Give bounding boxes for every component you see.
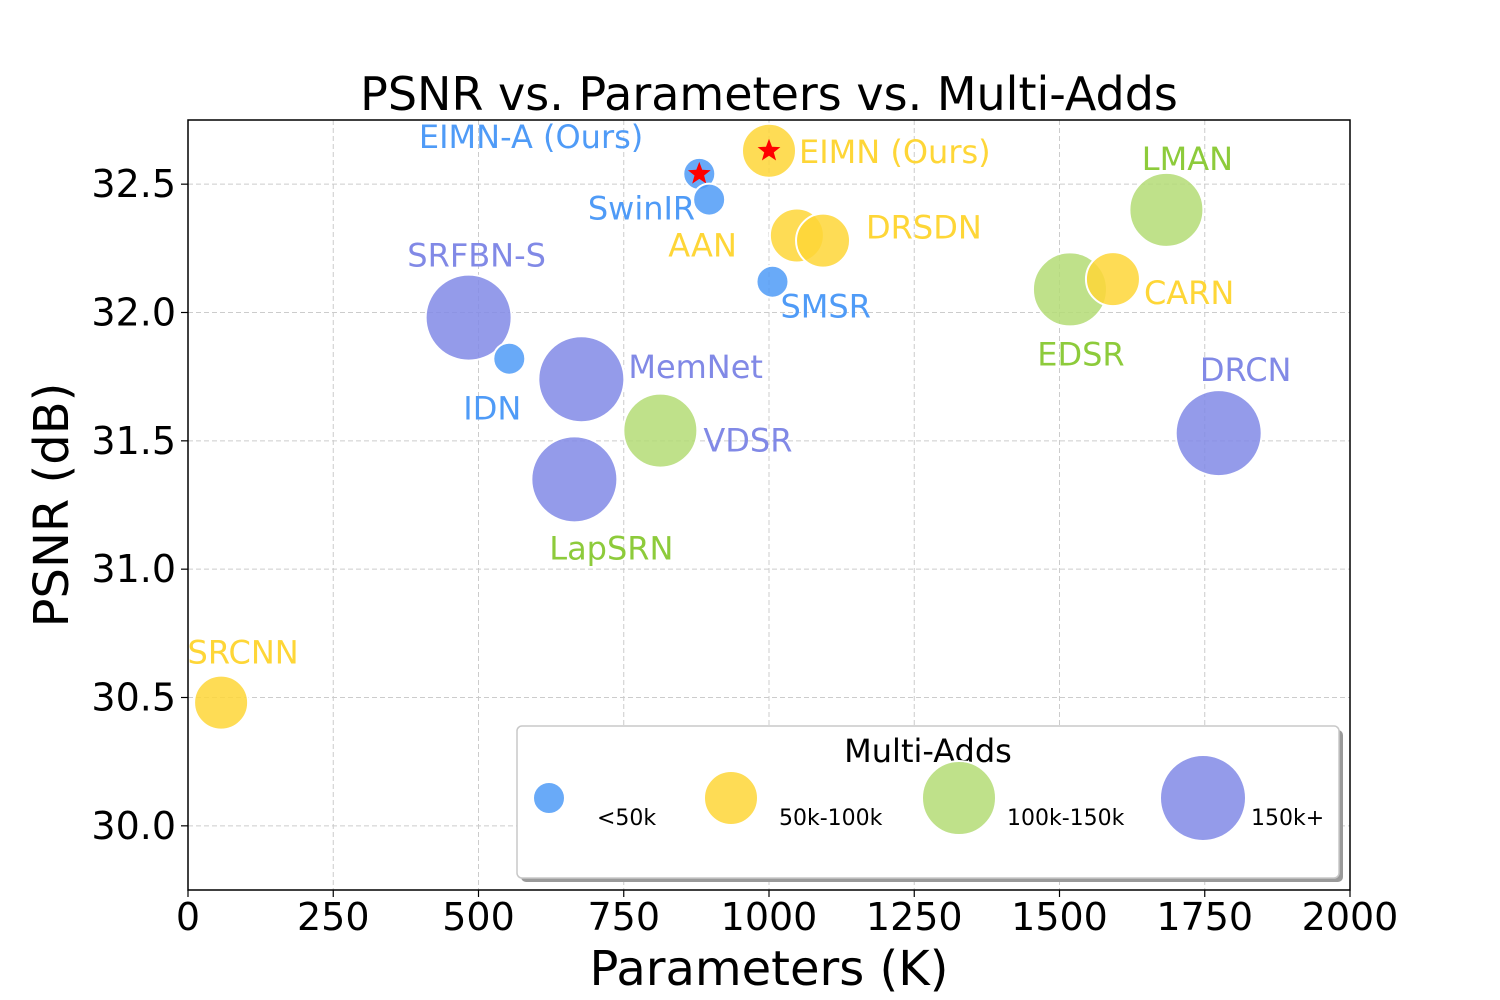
point-label: LMAN [1142,140,1233,178]
bubble-carn [1084,251,1141,308]
legend-label: 100k-150k [1007,806,1125,831]
y-tick-label: 30.5 [91,676,176,720]
point-label: SwinIR [588,190,695,228]
point-label: MemNet [628,348,763,386]
legend-title: Multi-Adds [844,732,1012,770]
bubble-lman [1128,171,1205,248]
bubble-drcn [1174,389,1263,478]
point-label: SMSR [780,288,870,326]
legend-marker [532,781,566,815]
bubble-srfbn-s [424,273,513,362]
x-tick-label: 0 [176,895,200,939]
star-marker [757,138,781,161]
y-axis-label: PSNR (dB) [24,383,80,628]
bubbles [193,122,1263,731]
x-tick-label: 1750 [1156,895,1253,939]
x-axis-label: Parameters (K) [590,941,949,997]
axis-ticks: 0 250 500 750 1000 1250 1500 1750 2000 30.0 30.5 31… [91,162,1398,939]
point-label: DRCN [1200,351,1292,389]
star-marker [687,161,711,184]
point-label: IDN [463,390,521,428]
legend-marker [921,760,997,836]
y-tick-label: 32.5 [91,162,176,206]
bubble-swinir [692,182,727,217]
point-label: CARN [1144,274,1234,312]
legend-label: <50k [597,806,656,831]
point-label: SRFBN-S [407,237,546,275]
y-tick-label: 31.5 [91,419,176,463]
point-label: EIMN (Ours) [799,133,991,171]
legend-label: 150k+ [1251,806,1324,831]
x-tick-label: 1000 [721,895,818,939]
x-tick-label: 1250 [866,895,963,939]
bubble-lapsrn [530,435,619,524]
legend: Multi-Adds <50k 50k-100k 100k-150k 150k+ [516,725,1343,882]
y-tick-label: 31.0 [91,547,176,591]
point-labels: SRFBN-S MemNet LapSRN DRCN LMAN EDSR VDSR EIMN … [188,118,1292,672]
point-label: EDSR [1037,335,1124,373]
y-tick-label: 32.0 [91,291,176,335]
point-label: DRSDN [866,209,982,247]
x-tick-label: 750 [587,895,660,939]
x-tick-label: 250 [297,895,370,939]
point-label: VDSR [703,422,792,460]
legend-marker [1159,754,1247,842]
point-label: LapSRN [549,529,673,567]
bubble-drsdn [795,212,852,269]
x-tick-label: 500 [442,895,515,939]
bubble-vdsr [622,392,699,469]
point-label: SRCNN [188,634,299,672]
bubble-smsr [755,264,790,299]
bubble-memnet [537,335,626,424]
bubble-srcnn [193,674,250,731]
y-tick-label: 30.0 [91,804,176,848]
x-tick-label: 1500 [1011,895,1108,939]
legend-items: <50k 50k-100k 100k-150k 150k+ [532,754,1324,842]
legend-label: 50k-100k [779,806,883,831]
legend-marker [703,770,759,826]
x-tick-label: 2000 [1302,895,1399,939]
bubble-idn [492,341,527,376]
chart-title: PSNR vs. Parameters vs. Multi-Adds [360,67,1178,121]
point-label: EIMN-A (Ours) [419,118,643,156]
point-label: AAN [668,227,737,265]
